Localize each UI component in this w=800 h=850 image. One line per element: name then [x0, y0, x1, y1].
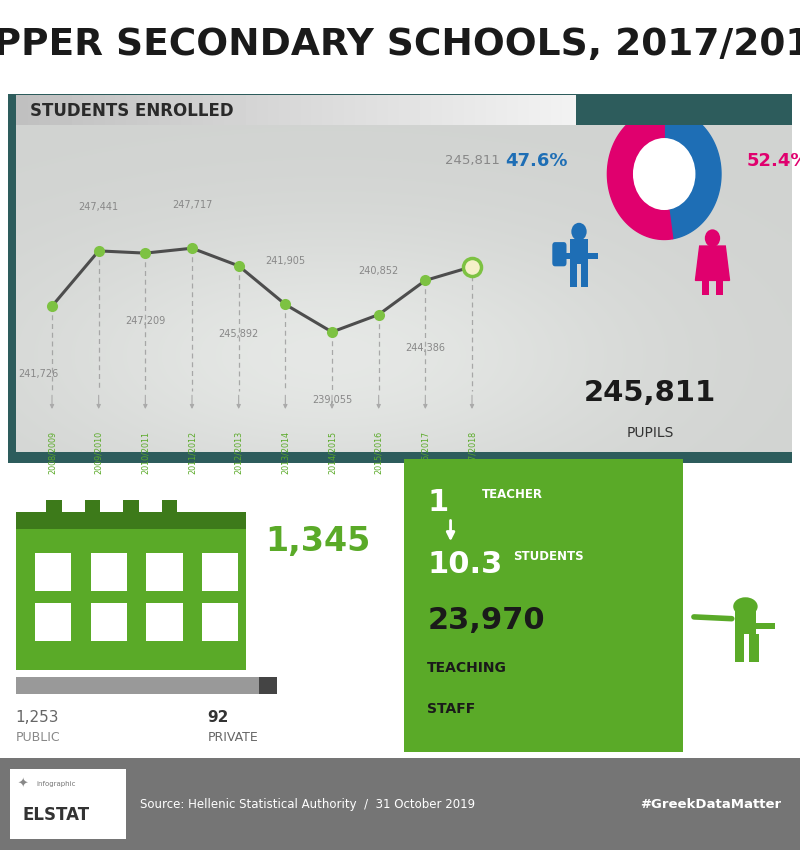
Bar — [750, 634, 759, 662]
Circle shape — [633, 138, 695, 210]
Text: 47.6%: 47.6% — [505, 152, 568, 170]
Bar — [146, 552, 182, 591]
Text: 240,852: 240,852 — [358, 266, 398, 276]
Bar — [90, 603, 127, 641]
Text: 1,253: 1,253 — [16, 710, 59, 724]
Bar — [202, 552, 238, 591]
Text: 1: 1 — [427, 488, 449, 518]
Bar — [146, 603, 182, 641]
Bar — [16, 512, 246, 530]
Bar — [85, 500, 100, 512]
Bar — [10, 769, 126, 839]
Text: 245,892: 245,892 — [218, 329, 258, 338]
Polygon shape — [664, 109, 721, 239]
Text: 247,209: 247,209 — [126, 316, 166, 326]
Circle shape — [705, 230, 720, 247]
Bar — [16, 530, 246, 670]
Text: 10.3: 10.3 — [427, 550, 502, 579]
Text: TEACHER: TEACHER — [482, 488, 542, 502]
Bar — [587, 253, 598, 259]
Text: TEACHING: TEACHING — [427, 661, 507, 676]
Text: PRIVATE: PRIVATE — [208, 731, 258, 744]
Bar — [716, 280, 722, 295]
Text: 52.4%: 52.4% — [746, 152, 800, 170]
Text: 92: 92 — [208, 710, 229, 724]
Circle shape — [734, 598, 758, 615]
Text: ✦: ✦ — [17, 778, 28, 790]
Bar — [756, 623, 775, 629]
Bar — [702, 280, 709, 295]
Text: 245,811: 245,811 — [445, 154, 499, 167]
Text: 245,811: 245,811 — [584, 379, 716, 407]
Text: ELSTAT: ELSTAT — [22, 806, 90, 824]
Text: PUBLIC: PUBLIC — [16, 731, 60, 744]
Bar — [570, 240, 587, 264]
Text: 244,386: 244,386 — [406, 343, 446, 353]
Bar — [123, 500, 138, 512]
Polygon shape — [607, 109, 673, 240]
Bar — [46, 500, 62, 512]
Bar — [734, 609, 756, 634]
Bar — [570, 264, 578, 286]
FancyBboxPatch shape — [552, 242, 566, 266]
Text: STUDENTS: STUDENTS — [513, 550, 583, 563]
FancyBboxPatch shape — [0, 88, 800, 469]
Text: 23,970: 23,970 — [427, 606, 545, 635]
Bar — [404, 459, 683, 752]
Bar — [259, 677, 277, 694]
Bar — [581, 264, 587, 286]
Text: Source: Hellenic Statistical Authority  /  31 October 2019: Source: Hellenic Statistical Authority /… — [140, 797, 475, 811]
Bar — [90, 552, 127, 591]
Text: 247,441: 247,441 — [78, 202, 118, 212]
Bar — [35, 552, 71, 591]
Circle shape — [571, 223, 586, 241]
Text: 247,717: 247,717 — [172, 200, 212, 210]
Bar — [202, 603, 238, 641]
Bar — [16, 677, 277, 694]
Bar — [35, 603, 71, 641]
Text: 241,726: 241,726 — [18, 369, 58, 379]
Text: 1,345: 1,345 — [266, 524, 370, 558]
Bar — [162, 500, 177, 512]
Text: #GreekDataMatter: #GreekDataMatter — [640, 797, 781, 811]
Text: PUPILS: PUPILS — [626, 426, 674, 439]
Text: 239,055: 239,055 — [312, 394, 352, 405]
Text: 241,905: 241,905 — [266, 256, 306, 266]
Text: infographic: infographic — [36, 781, 75, 787]
Bar — [734, 634, 744, 662]
Polygon shape — [695, 246, 730, 280]
Bar — [560, 253, 570, 259]
Text: STUDENTS ENROLLED: STUDENTS ENROLLED — [30, 101, 234, 120]
Text: UPPER SECONDARY SCHOOLS, 2017/2018: UPPER SECONDARY SCHOOLS, 2017/2018 — [0, 26, 800, 63]
Text: STAFF: STAFF — [427, 702, 475, 717]
